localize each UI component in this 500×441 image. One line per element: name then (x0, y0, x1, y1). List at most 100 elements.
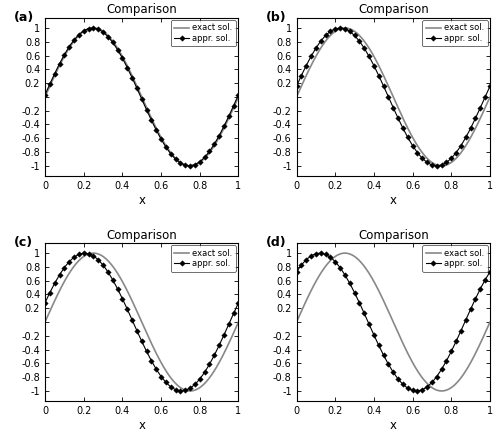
appr. sol. (424, 384, 430, 389)
Legend: exact sol., appr. sol.: exact sol., appr. sol. (422, 245, 488, 272)
appr. sol. (52, 280, 58, 286)
Legend: exact sol., appr. sol.: exact sol., appr. sol. (170, 245, 236, 272)
exact sol. (90, 250, 96, 256)
exact sol. (236, 319, 242, 325)
appr. sol. (390, 105, 396, 110)
appr. sol. (337, 25, 343, 30)
appr. sol. (100, 262, 106, 268)
appr. sol. (472, 296, 478, 301)
appr. sol. (356, 300, 362, 306)
appr. sol. (42, 300, 48, 306)
Title: Comparison: Comparison (106, 4, 177, 16)
appr. sol. (458, 328, 464, 333)
exact sol. (42, 319, 48, 325)
appr. sol. (303, 63, 309, 68)
exact sol. (42, 94, 48, 100)
appr. sol. (206, 149, 212, 154)
Text: (b): (b) (266, 11, 286, 24)
appr. sol. (371, 333, 377, 338)
exact sol. (294, 94, 300, 100)
exact sol. (487, 319, 493, 325)
appr. sol. (66, 44, 72, 49)
exact sol. (158, 135, 164, 140)
appr. sol. (187, 163, 193, 168)
appr. sol. (197, 159, 203, 164)
appr. sol. (352, 290, 358, 295)
appr. sol. (424, 160, 430, 165)
appr. sol. (318, 38, 324, 44)
appr. sol. (463, 135, 469, 140)
appr. sol. (158, 374, 164, 379)
appr. sol. (62, 52, 68, 57)
appr. sol. (163, 380, 169, 385)
exact sol. (158, 359, 164, 365)
exact sol. (458, 150, 464, 155)
appr. sol. (366, 54, 372, 59)
Line: appr. sol.: appr. sol. (43, 26, 240, 168)
Line: exact sol.: exact sol. (296, 28, 490, 166)
appr. sol. (414, 150, 420, 155)
appr. sol. (206, 362, 212, 367)
Line: appr. sol.: appr. sol. (43, 251, 240, 393)
appr. sol. (168, 151, 174, 157)
appr. sol. (110, 277, 116, 282)
appr. sol. (487, 269, 493, 274)
appr. sol. (482, 94, 488, 100)
appr. sol. (100, 30, 106, 35)
appr. sol. (429, 380, 435, 385)
appr. sol. (192, 162, 198, 167)
exact sol. (410, 359, 416, 365)
exact sol. (157, 133, 163, 138)
appr. sol. (453, 339, 459, 344)
appr. sol. (182, 388, 188, 393)
appr. sol. (448, 156, 454, 161)
appr. sol. (361, 311, 367, 316)
appr. sol. (405, 385, 411, 391)
appr. sol. (303, 257, 309, 262)
Text: (d): (d) (266, 236, 286, 250)
appr. sol. (298, 73, 304, 78)
appr. sol. (444, 358, 450, 363)
appr. sol. (120, 296, 126, 301)
appr. sol. (120, 56, 126, 61)
exact sol. (218, 355, 224, 360)
appr. sol. (386, 94, 392, 100)
appr. sol. (366, 321, 372, 327)
appr. sol. (80, 28, 86, 34)
appr. sol. (337, 265, 343, 270)
Title: Comparison: Comparison (358, 228, 428, 242)
appr. sol. (56, 61, 62, 66)
appr. sol. (226, 321, 232, 327)
appr. sol. (294, 269, 300, 274)
appr. sol. (76, 252, 82, 257)
exact sol. (412, 140, 418, 145)
appr. sol. (178, 161, 184, 166)
appr. sol. (322, 252, 328, 257)
appr. sol. (105, 269, 111, 274)
appr. sol. (420, 387, 426, 392)
appr. sol. (86, 26, 91, 31)
appr. sol. (144, 107, 150, 112)
appr. sol. (405, 135, 411, 140)
appr. sol. (434, 163, 440, 168)
appr. sol. (478, 286, 484, 292)
exact sol. (438, 389, 444, 394)
exact sol. (236, 94, 242, 100)
appr. sol. (444, 160, 450, 165)
appr. sol. (71, 37, 77, 42)
exact sol. (408, 133, 414, 138)
appr. sol. (410, 143, 416, 148)
appr. sol. (221, 333, 227, 338)
appr. sol. (42, 92, 48, 97)
appr. sol. (294, 83, 300, 89)
exact sol. (487, 94, 493, 100)
appr. sol. (187, 385, 193, 391)
appr. sol. (226, 113, 232, 119)
appr. sol. (138, 97, 144, 102)
appr. sol. (168, 384, 174, 389)
appr. sol. (434, 374, 440, 379)
X-axis label: x: x (390, 419, 397, 432)
exact sol. (470, 355, 476, 360)
appr. sol. (105, 34, 111, 39)
appr. sol. (124, 306, 130, 312)
